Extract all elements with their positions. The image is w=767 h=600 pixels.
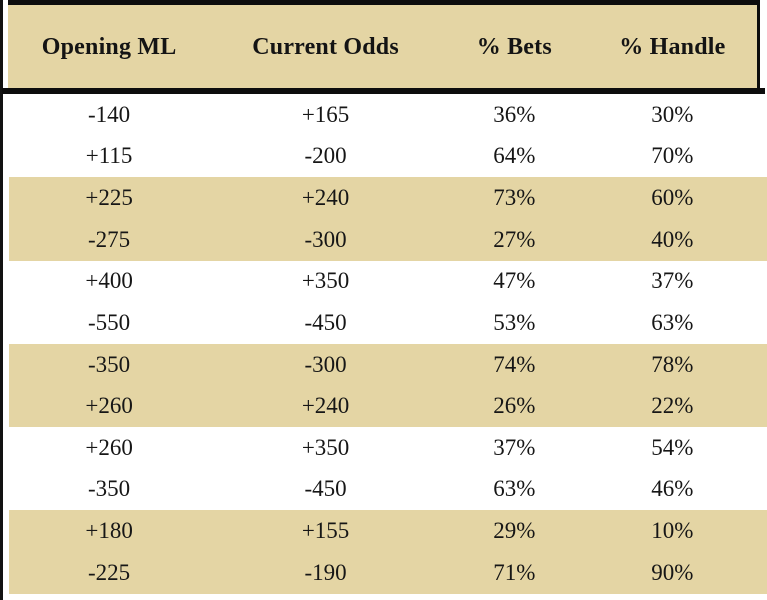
table-row: +115 -200 64% 70% — [8, 136, 757, 178]
table-cell: +240 — [301, 185, 350, 211]
table-row: +400 +350 47% 37% — [8, 261, 757, 303]
table-row: -350 -300 74% 78% — [8, 344, 757, 386]
column-header-opening-ml: Opening ML — [41, 33, 177, 60]
table-cell: 78% — [651, 351, 694, 377]
table-cell: 40% — [651, 226, 694, 252]
column-header-current-odds: Current Odds — [252, 33, 399, 60]
table-row: +260 +240 26% 22% — [8, 385, 757, 427]
table-cell: 53% — [493, 309, 536, 335]
table-cell: 54% — [651, 434, 694, 460]
table-cell: +165 — [301, 101, 350, 127]
table-row: -350 -450 63% 46% — [8, 469, 757, 511]
table-cell: +400 — [85, 268, 133, 294]
table-cell: -200 — [304, 143, 347, 169]
table-cell: +115 — [85, 143, 133, 169]
table-cell: 63% — [493, 476, 536, 502]
table-cell: +155 — [301, 518, 350, 544]
table-cell: -190 — [304, 559, 347, 585]
header-divider-rule — [2, 88, 765, 94]
table-cell: +350 — [301, 268, 350, 294]
table-cell: 47% — [493, 268, 536, 294]
table-cell: 90% — [651, 559, 694, 585]
table-cell: +350 — [301, 434, 350, 460]
row-stripe-band — [9, 177, 767, 261]
column-header-pct-bets: % Bets — [476, 33, 552, 60]
table-cell: 37% — [493, 434, 536, 460]
table-cell: 26% — [493, 393, 536, 419]
table-cell: -450 — [304, 476, 347, 502]
table-cell: +180 — [85, 518, 133, 544]
table-cell: 46% — [651, 476, 694, 502]
table-cell: 37% — [651, 268, 694, 294]
table-cell: +225 — [85, 185, 133, 211]
table-cell: -140 — [88, 101, 131, 127]
column-header-pct-handle: % Handle — [619, 33, 726, 60]
table-cell: -350 — [88, 476, 131, 502]
table-cell: 27% — [493, 226, 536, 252]
table-cell: -225 — [88, 559, 131, 585]
table-cell: -550 — [88, 309, 131, 335]
table-cell: +260 — [85, 434, 133, 460]
table-cell: 74% — [493, 351, 536, 377]
table-body: -140 +165 36% 30% +115 -200 64% 70% +225 +240 73% 6… — [8, 94, 757, 594]
table-cell: 22% — [651, 393, 694, 419]
row-stripe-band — [9, 510, 767, 594]
table-row: -225 -190 71% 90% — [8, 552, 757, 594]
table-cell: 64% — [493, 143, 536, 169]
table-cell: -450 — [304, 309, 347, 335]
table-cell: 10% — [651, 518, 694, 544]
table-cell: -300 — [304, 226, 347, 252]
screenshot-left-edge — [0, 0, 3, 600]
table-cell: -350 — [88, 351, 131, 377]
table-cell: 60% — [651, 185, 694, 211]
table-cell: 73% — [493, 185, 536, 211]
table-cell: -300 — [304, 351, 347, 377]
table-row: -550 -450 53% 63% — [8, 302, 757, 344]
table-cell: 30% — [651, 101, 694, 127]
table-cell: -275 — [88, 226, 131, 252]
table-cell: 70% — [651, 143, 694, 169]
table-cell: +240 — [301, 393, 350, 419]
row-stripe-band — [9, 343, 767, 428]
table-header-row: Opening ML Current Odds % Bets % Handle — [8, 0, 760, 89]
table-row: -140 +165 36% 30% — [8, 94, 757, 136]
table-row: +260 +350 37% 54% — [8, 427, 757, 469]
table-cell: 36% — [493, 101, 536, 127]
table-cell: +260 — [85, 393, 133, 419]
table-row: +225 +240 73% 60% — [8, 177, 757, 219]
table-cell: 63% — [651, 309, 694, 335]
table-cell: 71% — [493, 559, 536, 585]
table-row: -275 -300 27% 40% — [8, 219, 757, 261]
table-cell: 29% — [493, 518, 536, 544]
table-row: +180 +155 29% 10% — [8, 510, 757, 552]
